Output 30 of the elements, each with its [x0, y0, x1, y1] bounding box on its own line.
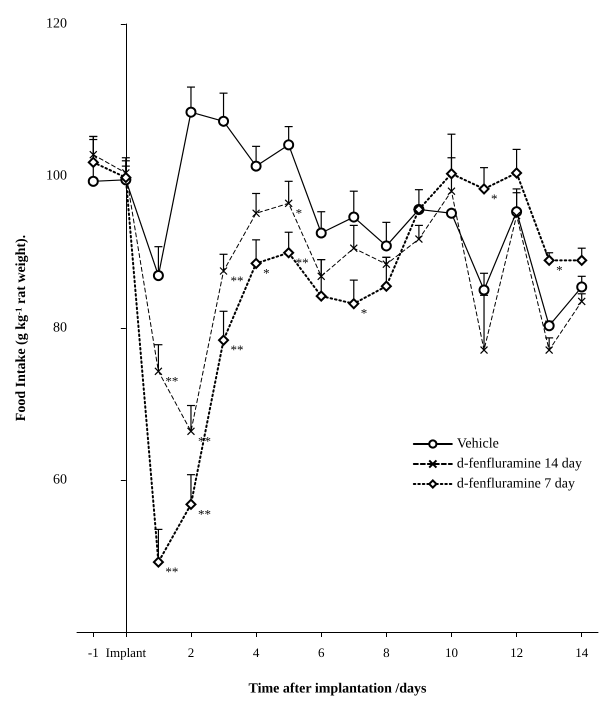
x-tick-label: 4 — [252, 645, 260, 660]
annotation: ** — [230, 273, 244, 288]
x-tick-label: -1 — [88, 645, 99, 660]
y-axis-title: Food Intake (g kg-1 rat weight). — [14, 234, 29, 422]
annotation: ** — [296, 254, 309, 270]
x-tick-label: 2 — [188, 645, 194, 660]
annotation: ** — [230, 342, 244, 358]
x-tick-label: 8 — [383, 645, 390, 660]
x-tick-label: 6 — [318, 645, 325, 660]
x-tick-label: 14 — [575, 645, 589, 660]
x-tick-label: 10 — [444, 645, 458, 660]
legend-label: d-fenfluramine 14 day — [456, 456, 582, 472]
x-axis-title: Time after implantation /days — [248, 682, 428, 696]
annotation: ** — [198, 433, 211, 448]
annotation: ** — [165, 564, 178, 580]
annotation: * — [491, 190, 498, 206]
y-tick-label: 60 — [53, 472, 67, 488]
y-tick-label: 120 — [46, 16, 67, 32]
x-tick-label: Implant — [106, 645, 146, 660]
y-tick-label: 80 — [53, 320, 67, 336]
annotation: * — [263, 265, 270, 280]
y-tick-label: 100 — [46, 168, 67, 184]
annotation: ** — [198, 506, 211, 522]
x-tick-label: 12 — [510, 645, 524, 660]
annotation: * — [556, 262, 563, 278]
annotation: ** — [165, 373, 178, 388]
annotation: * — [296, 205, 302, 220]
annotation: * — [360, 306, 368, 321]
legend-label: Vehicle — [456, 436, 499, 452]
legend-label: d-fenfluramine 7 day — [456, 476, 576, 492]
